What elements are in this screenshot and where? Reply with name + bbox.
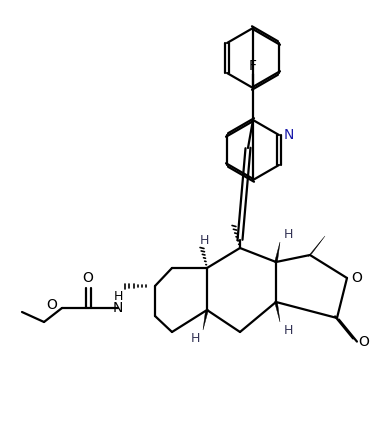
Polygon shape: [275, 242, 280, 262]
Text: H: H: [283, 323, 293, 337]
Text: N: N: [284, 128, 294, 142]
Polygon shape: [275, 302, 280, 322]
Text: F: F: [249, 59, 257, 73]
Polygon shape: [308, 236, 325, 256]
Text: H: H: [199, 233, 209, 247]
Text: H: H: [113, 290, 123, 302]
Text: H: H: [190, 331, 200, 345]
Text: O: O: [352, 271, 362, 285]
Text: N: N: [113, 301, 123, 315]
Text: O: O: [358, 335, 370, 349]
Text: O: O: [82, 271, 94, 285]
Text: O: O: [46, 298, 57, 312]
Polygon shape: [203, 310, 208, 330]
Text: H: H: [283, 227, 293, 241]
